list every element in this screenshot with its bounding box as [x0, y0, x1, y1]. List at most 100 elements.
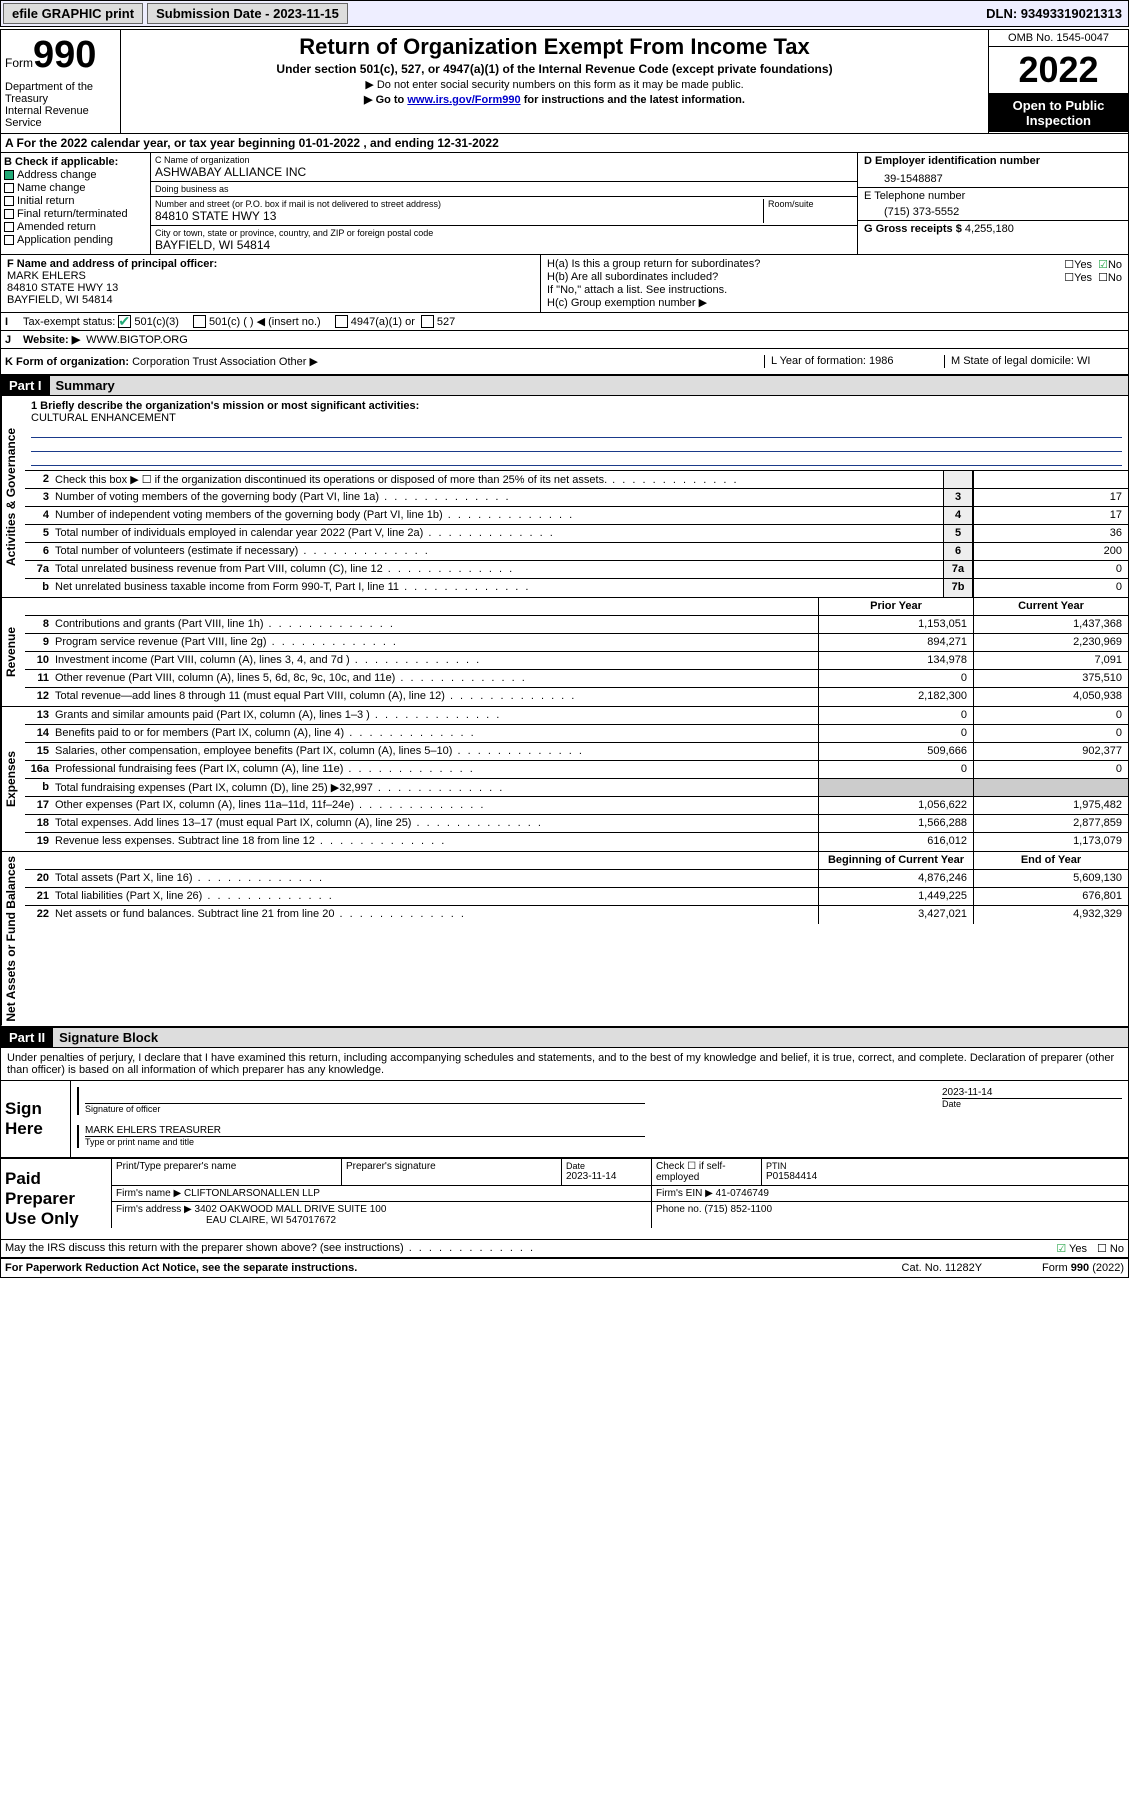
- row-current: [973, 779, 1128, 796]
- phone-value: (715) 373-5552: [864, 202, 1122, 218]
- row-text: Number of voting members of the governin…: [53, 489, 943, 506]
- preparer-row-2: Firm's name ▶ CLIFTONLARSONALLEN LLP Fir…: [111, 1186, 1128, 1202]
- row-box: 7a: [943, 561, 973, 578]
- row-num: 14: [25, 725, 53, 742]
- row-prior: 1,566,288: [818, 815, 973, 832]
- row-current: 1,975,482: [973, 797, 1128, 814]
- row-current: 1,437,368: [973, 616, 1128, 633]
- ha-yes[interactable]: ☐Yes: [1064, 258, 1092, 271]
- chk-address-change[interactable]: Address change: [4, 169, 147, 181]
- summary-row: 22Net assets or fund balances. Subtract …: [25, 906, 1128, 924]
- vtab-activities-governance: Activities & Governance: [1, 396, 25, 597]
- row-num: 3: [25, 489, 53, 506]
- submission-date-button[interactable]: Submission Date - 2023-11-15: [147, 3, 348, 24]
- firm-name-label: Firm's name ▶: [116, 1188, 181, 1199]
- chk-application-pending[interactable]: Application pending: [4, 234, 147, 246]
- chk-501c3[interactable]: [118, 315, 131, 328]
- discuss-no[interactable]: ☐ No: [1097, 1242, 1124, 1255]
- row-text: Net unrelated business taxable income fr…: [53, 579, 943, 597]
- irs-link[interactable]: www.irs.gov/Form990: [407, 94, 520, 106]
- row-text: Grants and similar amounts paid (Part IX…: [53, 707, 818, 724]
- preparer-row-1: Print/Type preparer's name Preparer's si…: [111, 1159, 1128, 1186]
- date-label: Date: [942, 1098, 1122, 1109]
- city-box: City or town, state or province, country…: [151, 226, 857, 254]
- discuss-yes[interactable]: ☑ Yes: [1056, 1242, 1087, 1255]
- row-value: [973, 471, 1128, 488]
- beginning-year-header: Beginning of Current Year: [818, 852, 973, 869]
- summary-row: 19Revenue less expenses. Subtract line 1…: [25, 833, 1128, 851]
- officer-name: MARK EHLERS: [7, 270, 534, 282]
- row-current: 4,932,329: [973, 906, 1128, 924]
- row-prior: 1,449,225: [818, 888, 973, 905]
- row-current: 2,877,859: [973, 815, 1128, 832]
- ha-label: H(a) Is this a group return for subordin…: [547, 258, 1064, 271]
- summary-row: bTotal fundraising expenses (Part IX, co…: [25, 779, 1128, 797]
- form-number: 990: [33, 34, 96, 76]
- revenue-section: Revenue Prior Year Current Year 8Contrib…: [1, 598, 1128, 707]
- chk-initial-return[interactable]: Initial return: [4, 195, 147, 207]
- i-letter: I: [5, 316, 23, 328]
- ein-value: 39-1548887: [864, 167, 1122, 185]
- org-name-label: C Name of organization: [155, 155, 853, 165]
- chk-amended-return[interactable]: Amended return: [4, 221, 147, 233]
- row-text: Contributions and grants (Part VIII, lin…: [53, 616, 818, 633]
- firm-name-value: CLIFTONLARSONALLEN LLP: [184, 1188, 320, 1199]
- row-num: 13: [25, 707, 53, 724]
- address-label: Number and street (or P.O. box if mail i…: [155, 199, 763, 209]
- column-d-to-g: D Employer identification number 39-1548…: [858, 153, 1128, 254]
- summary-row: 17Other expenses (Part IX, column (A), l…: [25, 797, 1128, 815]
- summary-row: 20Total assets (Part X, line 16)4,876,24…: [25, 870, 1128, 888]
- chk-501c[interactable]: [193, 315, 206, 328]
- form-subtitle-1: Under section 501(c), 527, or 4947(a)(1)…: [125, 62, 984, 76]
- summary-row: 12Total revenue—add lines 8 through 11 (…: [25, 688, 1128, 706]
- chk-527[interactable]: [421, 315, 434, 328]
- end-year-header: End of Year: [973, 852, 1128, 869]
- row-box: 4: [943, 507, 973, 524]
- part-2-header: Part II Signature Block: [1, 1028, 1128, 1048]
- column-b-checkboxes: B Check if applicable: Address change Na…: [1, 153, 151, 254]
- preparer-row-3: Firm's address ▶ 3402 OAKWOOD MALL DRIVE…: [111, 1202, 1128, 1228]
- vtab-expenses: Expenses: [1, 707, 25, 851]
- summary-row: 10Investment income (Part VIII, column (…: [25, 652, 1128, 670]
- row-current: 1,173,079: [973, 833, 1128, 851]
- ha-no[interactable]: ☑No: [1098, 258, 1122, 271]
- city-label: City or town, state or province, country…: [155, 228, 853, 238]
- row-num: 20: [25, 870, 53, 887]
- row-text: Check this box ▶ ☐ if the organization d…: [53, 471, 943, 488]
- b-label: B Check if applicable:: [4, 156, 147, 168]
- row-num: 7a: [25, 561, 53, 578]
- summary-row: 6Total number of volunteers (estimate if…: [25, 543, 1128, 561]
- row-num: 12: [25, 688, 53, 706]
- department-label: Department of the Treasury Internal Reve…: [5, 77, 116, 129]
- row-num: 10: [25, 652, 53, 669]
- row-num: 4: [25, 507, 53, 524]
- city-value: BAYFIELD, WI 54814: [155, 238, 853, 252]
- h-group-return-box: H(a) Is this a group return for subordin…: [541, 255, 1128, 312]
- hb-label: H(b) Are all subordinates included?: [547, 271, 1064, 284]
- row-text: Professional fundraising fees (Part IX, …: [53, 761, 818, 778]
- row-text: Number of independent voting members of …: [53, 507, 943, 524]
- hb-no[interactable]: ☐No: [1098, 271, 1122, 284]
- preparer-date: 2023-11-14: [566, 1171, 647, 1182]
- row-text: Program service revenue (Part VIII, line…: [53, 634, 818, 651]
- i-label: Tax-exempt status:: [23, 316, 115, 328]
- self-employed-check[interactable]: Check ☐ if self-employed: [651, 1159, 761, 1185]
- pra-notice: For Paperwork Reduction Act Notice, see …: [5, 1262, 357, 1274]
- chk-final-return[interactable]: Final return/terminated: [4, 208, 147, 220]
- phone-label: E Telephone number: [864, 190, 1122, 202]
- row-value: 0: [973, 579, 1128, 597]
- discuss-row: May the IRS discuss this return with the…: [1, 1240, 1128, 1259]
- chk-4947[interactable]: [335, 315, 348, 328]
- room-label: Room/suite: [768, 199, 853, 209]
- section-b-to-g: B Check if applicable: Address change Na…: [1, 153, 1128, 255]
- hb-yes[interactable]: ☐Yes: [1064, 271, 1092, 284]
- header-right: OMB No. 1545-0047 2022 Open to Public In…: [988, 30, 1128, 133]
- footer-form-number: 990: [1071, 1262, 1089, 1274]
- chk-name-change[interactable]: Name change: [4, 182, 147, 194]
- org-name-box: C Name of organization ASHWABAY ALLIANCE…: [151, 153, 857, 182]
- efile-graphic-print-button[interactable]: efile GRAPHIC print: [3, 3, 143, 24]
- ptin-value: P01584414: [766, 1171, 1124, 1182]
- row-prior: 0: [818, 725, 973, 742]
- line-j-website: J Website: ▶ WWW.BIGTOP.ORG: [1, 331, 1128, 349]
- signature-intro: Under penalties of perjury, I declare th…: [1, 1048, 1128, 1081]
